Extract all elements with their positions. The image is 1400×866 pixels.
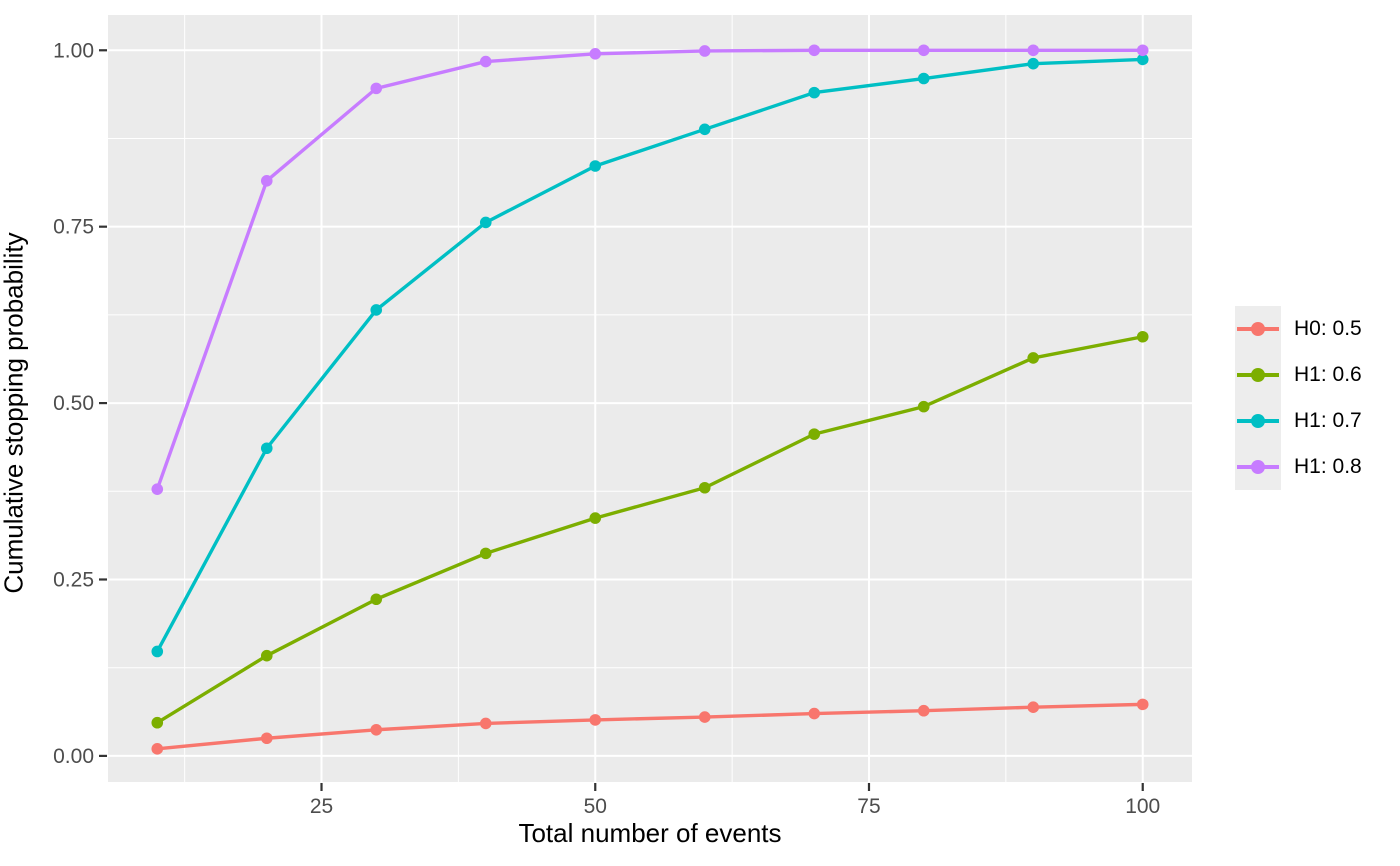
data-point [1136,44,1149,57]
data-point [1136,53,1149,66]
legend-key-dot [1251,322,1265,336]
legend-item: H0: 0.5 [1235,306,1362,352]
x-tick-label: 75 [857,795,880,818]
data-point [1027,701,1040,714]
y-axis-title: Cumulative stopping probability [0,232,29,594]
series-line [155,702,1145,751]
x-tick-label: 50 [584,795,607,818]
data-point [698,45,711,57]
data-point [151,483,164,495]
x-tick-label: 25 [310,795,333,818]
data-point [589,714,602,726]
legend: H0: 0.5 H1: 0.6 H1: 0.7 H1: 0.8 [1235,306,1362,490]
data-point [370,593,383,606]
data-point [479,547,492,560]
plot-panel [108,15,1192,782]
legend-key-dot [1251,414,1265,428]
data-point [260,442,273,455]
series-line [155,48,1145,491]
data-point [917,44,930,57]
legend-key-swatch [1235,398,1281,444]
data-point [808,707,821,720]
data-point [698,711,711,723]
data-point [917,400,930,413]
legend-key-dot [1251,460,1265,474]
data-point [1027,352,1040,364]
legend-label: H1: 0.8 [1294,455,1362,478]
data-point [260,649,273,662]
data-point [479,216,492,229]
data-point [370,304,383,316]
legend-key-dot [1251,368,1265,382]
legend-label: H1: 0.7 [1294,409,1362,432]
x-tick-label: 100 [1125,795,1160,818]
legend-label: H1: 0.6 [1294,363,1362,386]
y-tick-label: 0.50 [53,392,94,415]
legend-item: H1: 0.8 [1235,444,1362,490]
data-point [370,723,383,736]
data-point [808,44,821,57]
data-point [370,82,383,95]
data-point [260,732,273,745]
y-tick-label: 0.00 [53,745,94,768]
series-line [155,57,1145,654]
data-point [589,160,602,172]
data-point [479,717,492,730]
data-point [917,704,930,717]
data-point [1136,330,1149,343]
data-point [1027,57,1040,70]
data-point [698,123,711,136]
legend-key-swatch [1235,306,1281,352]
data-point [479,55,492,68]
y-tick-label: 0.25 [53,568,94,591]
legend-label: H0: 0.5 [1294,317,1362,340]
data-point [589,48,602,60]
data-point [808,86,821,99]
data-point [808,428,821,440]
data-point [151,716,164,729]
data-point [151,743,164,755]
data-point [917,72,930,85]
legend-item: H1: 0.7 [1235,398,1362,444]
data-point [1136,698,1149,711]
data-point [698,481,711,494]
legend-key-swatch [1235,444,1281,490]
data-point [1027,44,1040,57]
y-tick-label: 0.75 [53,216,94,239]
data-point [151,645,164,658]
x-axis-title: Total number of events [518,818,782,848]
data-point [260,175,273,187]
y-tick-label: 1.00 [53,39,94,62]
legend-key-swatch [1235,352,1281,398]
series-line [155,335,1145,725]
legend-item: H1: 0.6 [1235,352,1362,398]
data-point [589,512,602,524]
